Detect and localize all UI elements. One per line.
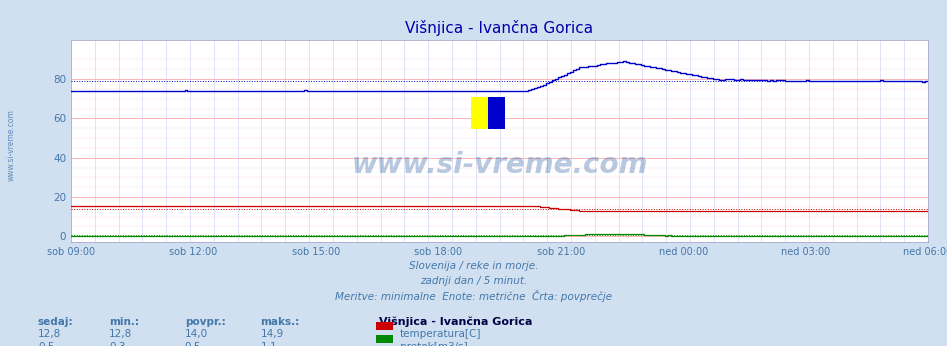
Polygon shape: [489, 97, 506, 128]
Text: temperatura[C]: temperatura[C]: [400, 329, 481, 339]
Text: 0,5: 0,5: [38, 342, 54, 346]
Text: 14,9: 14,9: [260, 329, 284, 339]
Text: 0,3: 0,3: [109, 342, 125, 346]
Text: 1,1: 1,1: [260, 342, 277, 346]
Text: zadnji dan / 5 minut.: zadnji dan / 5 minut.: [420, 276, 527, 286]
Text: Meritve: minimalne  Enote: metrične  Črta: povprečje: Meritve: minimalne Enote: metrične Črta:…: [335, 290, 612, 302]
Polygon shape: [489, 97, 506, 128]
Text: 12,8: 12,8: [109, 329, 133, 339]
Text: www.si-vreme.com: www.si-vreme.com: [351, 151, 648, 179]
Text: sedaj:: sedaj:: [38, 317, 74, 327]
Text: maks.:: maks.:: [260, 317, 299, 327]
Text: Višnjica - Ivančna Gorica: Višnjica - Ivančna Gorica: [379, 317, 532, 327]
Text: pretok[m3/s]: pretok[m3/s]: [400, 342, 468, 346]
Polygon shape: [472, 97, 489, 128]
Text: 0,5: 0,5: [185, 342, 201, 346]
Text: 14,0: 14,0: [185, 329, 207, 339]
Title: Višnjica - Ivančna Gorica: Višnjica - Ivančna Gorica: [405, 20, 594, 36]
Text: povpr.:: povpr.:: [185, 317, 225, 327]
Text: Slovenija / reke in morje.: Slovenija / reke in morje.: [409, 261, 538, 271]
Text: min.:: min.:: [109, 317, 139, 327]
Text: 12,8: 12,8: [38, 329, 62, 339]
Text: www.si-vreme.com: www.si-vreme.com: [7, 109, 16, 181]
